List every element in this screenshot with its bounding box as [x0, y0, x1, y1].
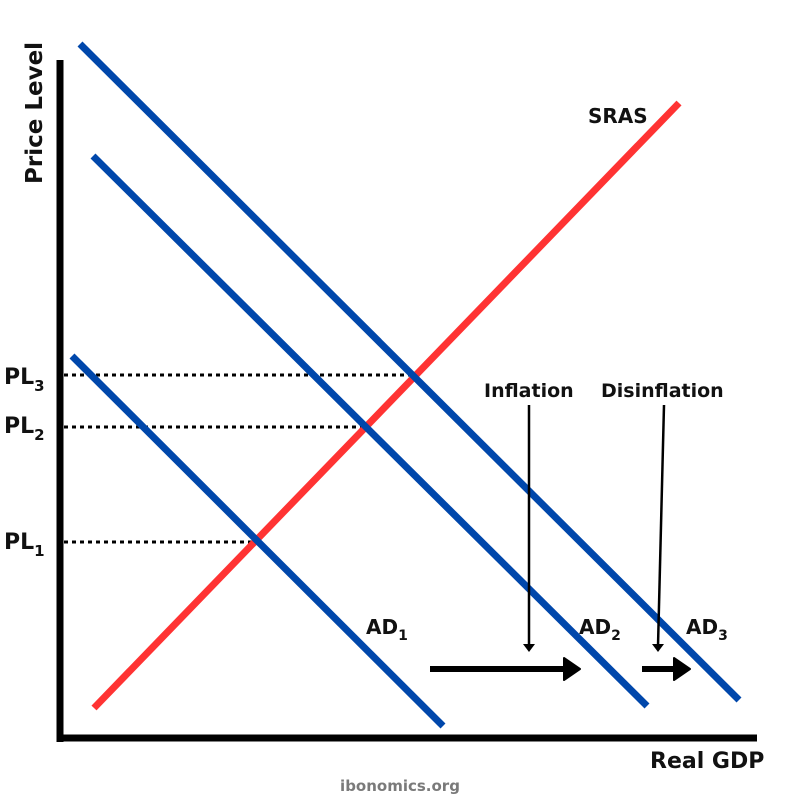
inflation-arrow-head: [523, 644, 535, 652]
shift-arrow-1-head: [563, 657, 581, 681]
ad1-curve: [69, 353, 446, 729]
disinflation-arrow: [656, 404, 666, 647]
ad2-label: AD2: [579, 615, 621, 644]
sras-label: SRAS: [588, 104, 648, 128]
curves: [69, 41, 742, 729]
disinflation-label: Disinflation: [601, 380, 724, 402]
ad3-curve: [77, 41, 742, 703]
pl3-label: PL3: [4, 365, 45, 395]
y-axis-label: Price Level: [22, 42, 48, 184]
pl1-label: PL1: [4, 530, 45, 560]
pl2-label: PL2: [4, 414, 45, 444]
disinflation-arrow-head: [652, 644, 664, 652]
ad2-curve: [90, 153, 650, 709]
ad1-label: AD1: [366, 615, 408, 644]
price-level-guides: [64, 373, 412, 544]
ad3-label: AD3: [686, 615, 728, 644]
sras-curve: [91, 100, 682, 711]
x-axis-label: Real GDP: [650, 749, 764, 774]
inflation-label: Inflation: [484, 380, 574, 402]
annotation-arrows: [430, 404, 691, 681]
shift-arrow-2-head: [673, 657, 691, 681]
footer-source: ibonomics.org: [340, 777, 460, 795]
